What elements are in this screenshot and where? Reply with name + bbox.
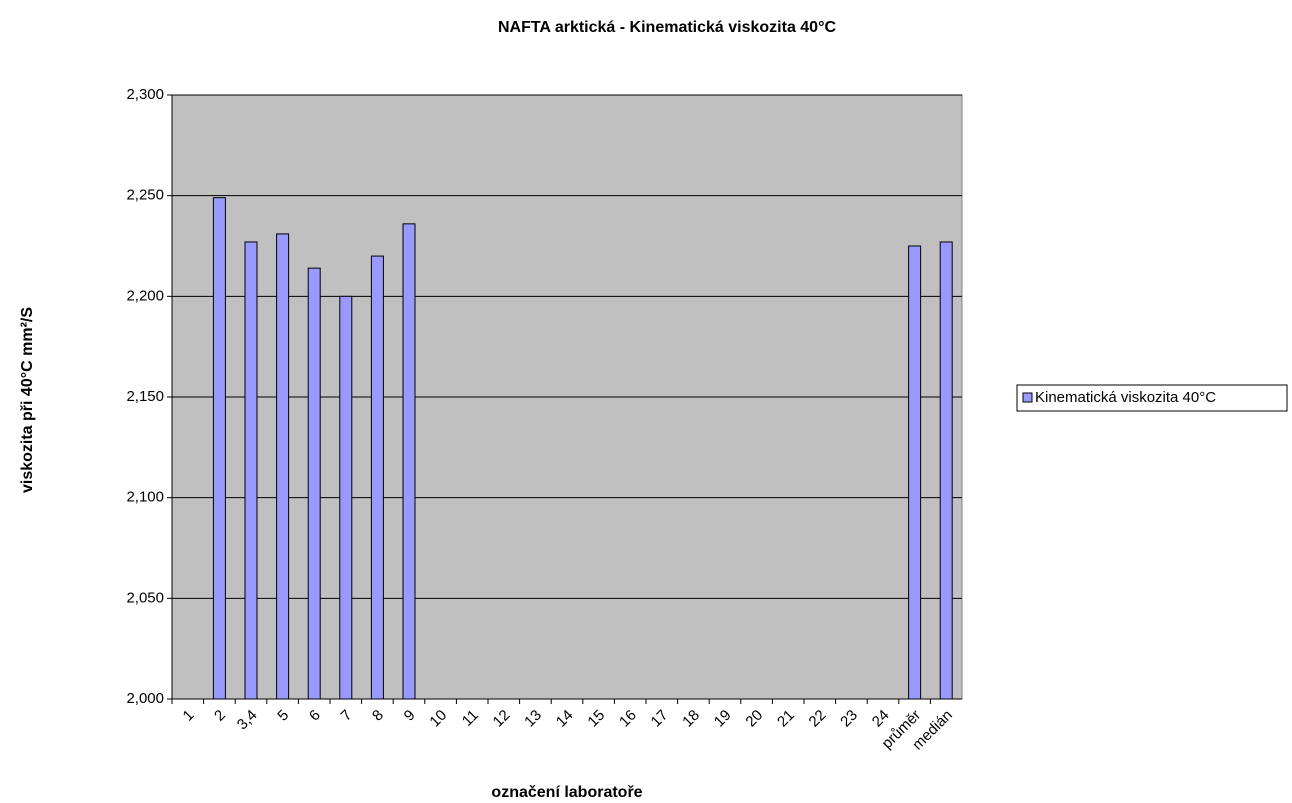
y-tick-label: 2,200 [126, 287, 164, 304]
bar [212, 197, 226, 700]
x-tick-label: 17 [648, 707, 672, 731]
x-tick-label: 13 [521, 707, 545, 731]
x-tick-label: 20 [742, 707, 766, 731]
x-tick-label: 11 [459, 707, 482, 730]
legend-swatch [1022, 392, 1033, 403]
x-tick-label: 16 [616, 707, 640, 731]
x-tick-label: 22 [806, 707, 830, 731]
x-tick-label: 14 [553, 707, 577, 731]
y-tick-label: 2,150 [126, 388, 164, 405]
bar [244, 241, 258, 700]
x-tick-label: 1 [180, 707, 198, 725]
x-tick-label: 24 [869, 707, 893, 731]
x-tick-label: 5 [274, 707, 292, 725]
bar [307, 267, 321, 700]
bar [402, 223, 416, 700]
x-tick-label: 12 [490, 707, 514, 731]
y-axis-title: viskozita při 40°C mm²/S [19, 307, 36, 493]
x-tick-label: 9 [401, 707, 419, 725]
x-tick-label: 18 [679, 707, 703, 731]
y-tick-label: 2,050 [126, 589, 164, 606]
legend [1016, 384, 1288, 412]
x-tick-label: 8 [369, 707, 387, 725]
x-tick-label: 7 [338, 707, 356, 725]
bar [276, 233, 290, 700]
y-tick-label: 2,250 [126, 187, 164, 204]
x-tick-label: 15 [584, 707, 608, 731]
x-tick-label: 2 [211, 707, 229, 725]
y-tick-label: 2,000 [126, 690, 164, 707]
x-tick-label: 21 [774, 707, 798, 731]
x-tick-label: 19 [711, 707, 735, 731]
x-tick-label: 23 [837, 707, 861, 731]
legend-label: Kinematická viskozita 40°C [1035, 389, 1216, 406]
x-tick-label: 10 [426, 707, 450, 731]
bar [339, 295, 353, 700]
y-tick-label: 2,300 [126, 86, 164, 103]
x-axis-title: označení laboratoře [491, 784, 642, 801]
y-tick-label: 2,100 [126, 489, 164, 506]
x-tick-label: 6 [306, 707, 324, 725]
bar [939, 241, 953, 700]
bar [908, 245, 922, 700]
x-tick-label: 3,4 [234, 707, 261, 734]
chart-title: NAFTA arktická - Kinematická viskozita 4… [498, 19, 837, 36]
bar [370, 255, 384, 700]
